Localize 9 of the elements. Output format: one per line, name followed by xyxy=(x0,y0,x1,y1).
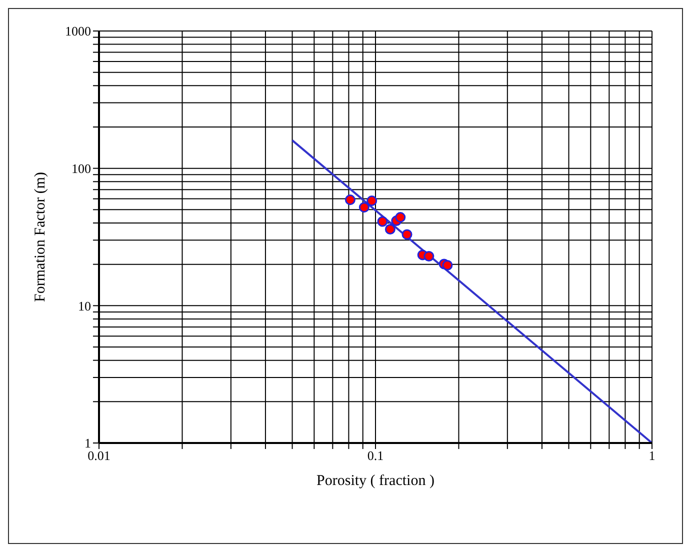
y-axis-title: Formation Factor (m) xyxy=(32,172,48,302)
y-tick-label: 1000 xyxy=(65,24,91,39)
x-tick-label: 0.01 xyxy=(88,448,110,464)
x-axis-title: Porosity ( fraction ) xyxy=(316,473,434,489)
x-tick-label: 0.1 xyxy=(367,448,384,464)
y-tick-label: 100 xyxy=(72,160,91,176)
x-tick-label: 1 xyxy=(648,448,656,464)
y-tick-label: 10 xyxy=(78,298,91,314)
y-tick-label: 1 xyxy=(84,436,91,451)
